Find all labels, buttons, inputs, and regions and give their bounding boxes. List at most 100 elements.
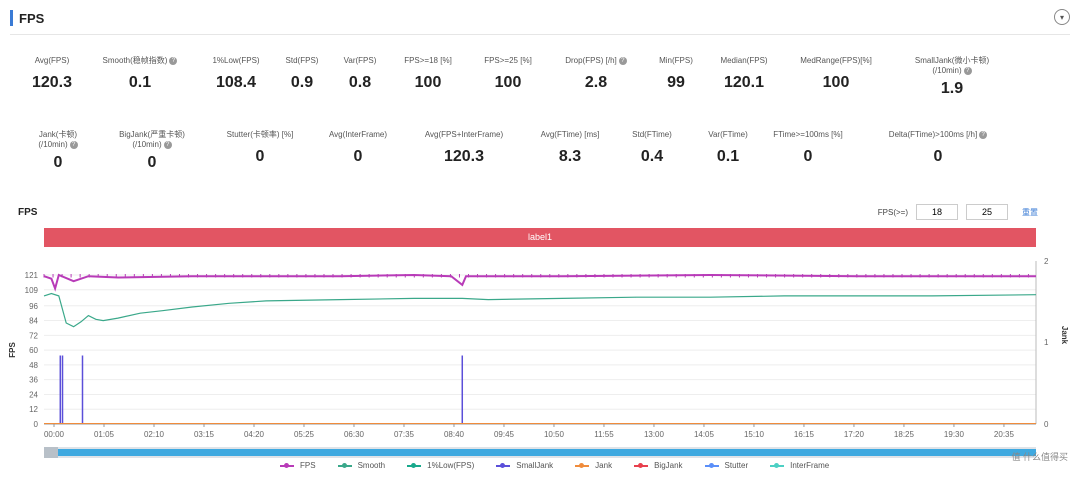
stat-row2-4: Avg(FPS+InterFrame) 120.3	[404, 130, 524, 166]
scrollbar-handle[interactable]	[44, 447, 58, 458]
stat-row2-5: Avg(FTime) [ms] 8.3	[510, 130, 630, 166]
legend-swatch-icon	[634, 462, 649, 468]
y-tick-label: 72	[29, 331, 38, 340]
legend-item[interactable]: FPS	[280, 461, 316, 470]
legend-item[interactable]: Stutter	[704, 461, 748, 470]
legend-swatch-icon	[770, 462, 785, 468]
y-tick-label: 48	[29, 361, 38, 370]
divider	[10, 34, 1070, 35]
legend-item[interactable]: Jank	[575, 461, 612, 470]
threshold-label: FPS(>=)	[877, 207, 908, 217]
legend-item[interactable]: BigJank	[634, 461, 683, 470]
help-icon[interactable]: ?	[69, 140, 78, 149]
help-icon[interactable]: ?	[618, 56, 627, 65]
scrollbar-range[interactable]	[58, 449, 1036, 456]
stat-label: Min(FPS)	[616, 56, 736, 66]
stat-label-text: Avg(FPS)	[34, 56, 70, 65]
threshold-input-2[interactable]	[966, 204, 1008, 220]
stat-label: FTime>=100ms [%]	[748, 130, 868, 140]
stat-label-text: Var(FTime)	[708, 130, 748, 139]
fps-threshold-controls: FPS(>=) 重置	[878, 204, 1038, 220]
stat-row1-0: Avg(FPS) 120.3	[0, 56, 112, 92]
stat-label-text: Smooth(稳帧指数)	[102, 56, 168, 65]
stat-label: 1%Low(FPS)	[176, 56, 296, 66]
stat-label-text: FPS>=18 [%]	[404, 56, 452, 65]
x-tick-label: 14:05	[694, 430, 715, 439]
legend-item[interactable]: 1%Low(FPS)	[407, 461, 474, 470]
legend-label: SmallJank	[516, 461, 554, 470]
stat-label-text: 1%Low(FPS)	[212, 56, 260, 65]
header-accent-bar	[10, 10, 13, 26]
stat-label-unit: (/10min)?	[0, 140, 118, 150]
reset-link[interactable]: 重置	[1022, 207, 1038, 217]
legend-item[interactable]: SmallJank	[496, 461, 553, 470]
stat-value: 120.3	[443, 148, 485, 165]
stat-label-unit-text: (/10min)	[932, 66, 962, 75]
y-tick-label: 84	[29, 317, 38, 326]
stat-label-text: Avg(FPS+InterFrame)	[424, 130, 504, 139]
x-tick-label: 17:20	[844, 430, 865, 439]
x-tick-label: 05:25	[294, 430, 315, 439]
help-icon[interactable]: ?	[163, 140, 172, 149]
x-tick-label: 10:50	[544, 430, 565, 439]
stat-label: FPS>=18 [%]	[368, 56, 488, 66]
time-scrollbar[interactable]	[44, 447, 1036, 458]
brand-watermark: 值 什么值得买	[1011, 452, 1068, 462]
stat-row1-11: SmallJank(微小卡顿) (/10min)? 1.9	[892, 56, 1012, 98]
stat-value: 0	[353, 148, 363, 165]
x-tick-label: 06:30	[344, 430, 365, 439]
stat-row1-1: Smooth(稳帧指数)? 0.1	[80, 56, 200, 92]
stat-label: Std(FTime)	[592, 130, 712, 140]
chart-label-band[interactable]: label1	[44, 228, 1036, 247]
stat-label-text: Drop(FPS) [/h]	[565, 56, 617, 65]
y2-tick-label: 2	[1044, 257, 1049, 266]
y-tick-label: 109	[25, 286, 39, 295]
y-tick-label: 121	[25, 271, 39, 280]
stat-label: Jank(卡顿)	[0, 130, 118, 140]
y-tick-label: 96	[29, 302, 38, 311]
y2-tick-label: 0	[1044, 420, 1049, 429]
x-tick-label: 13:00	[644, 430, 665, 439]
stat-label-text: SmallJank(微小卡顿)	[914, 56, 990, 65]
legend-swatch-icon	[575, 462, 590, 468]
help-icon[interactable]: ?	[963, 66, 972, 75]
collapse-chevron-icon[interactable]: ▾	[1054, 9, 1070, 25]
series-line-smooth	[43, 292, 1037, 328]
help-icon[interactable]: ?	[979, 130, 988, 139]
stat-row1-8: Min(FPS) 99	[616, 56, 736, 92]
stat-label: Drop(FPS) [/h]?	[536, 56, 656, 66]
stat-row1-6: FPS>=25 [%] 100	[448, 56, 568, 92]
stat-label-text: Std(FTime)	[632, 130, 672, 139]
x-tick-label: 00:00	[44, 430, 65, 439]
stat-label-text: FTime>=100ms [%]	[773, 130, 843, 139]
x-tick-label: 09:45	[494, 430, 515, 439]
stats-row-2: Jank(卡顿) (/10min)? 0 BigJank(严重卡顿) (/10min)?…	[0, 130, 1080, 174]
y-axis-label: FPS	[8, 342, 17, 358]
help-icon[interactable]: ?	[169, 56, 178, 65]
y-tick-label: 24	[29, 390, 38, 399]
stat-value: 108.4	[215, 74, 257, 91]
page-title: FPS	[19, 10, 45, 26]
legend-item[interactable]: Smooth	[337, 461, 386, 470]
stat-label: Delta(FTime)>100ms [/h]?	[878, 130, 998, 140]
stat-row2-2: Stutter(卡顿率) [%] 0	[200, 130, 320, 166]
legend-swatch-icon	[704, 462, 719, 468]
legend-item[interactable]: InterFrame	[770, 461, 829, 470]
x-tick-label: 07:35	[394, 430, 415, 439]
stat-label: Avg(FPS+InterFrame)	[404, 130, 524, 140]
x-tick-label: 04:20	[244, 430, 265, 439]
stat-label: Smooth(稳帧指数)?	[80, 56, 200, 66]
stat-row1-4: Var(FPS) 0.8	[300, 56, 420, 92]
legend-label: Smooth	[357, 461, 386, 470]
stat-label: MedRange(FPS)[%]	[776, 56, 896, 66]
x-tick-label: 01:05	[94, 430, 115, 439]
series-line-fps	[43, 273, 1036, 292]
legend-label: InterFrame	[790, 461, 830, 470]
y-tick-label: 60	[29, 346, 38, 355]
threshold-input-1[interactable]	[916, 204, 958, 220]
stat-value: 8.3	[558, 148, 582, 165]
stat-value: 120.3	[31, 74, 73, 91]
y2-tick-label: 1	[1044, 338, 1049, 347]
stat-row2-3: Avg(InterFrame) 0	[298, 130, 418, 166]
